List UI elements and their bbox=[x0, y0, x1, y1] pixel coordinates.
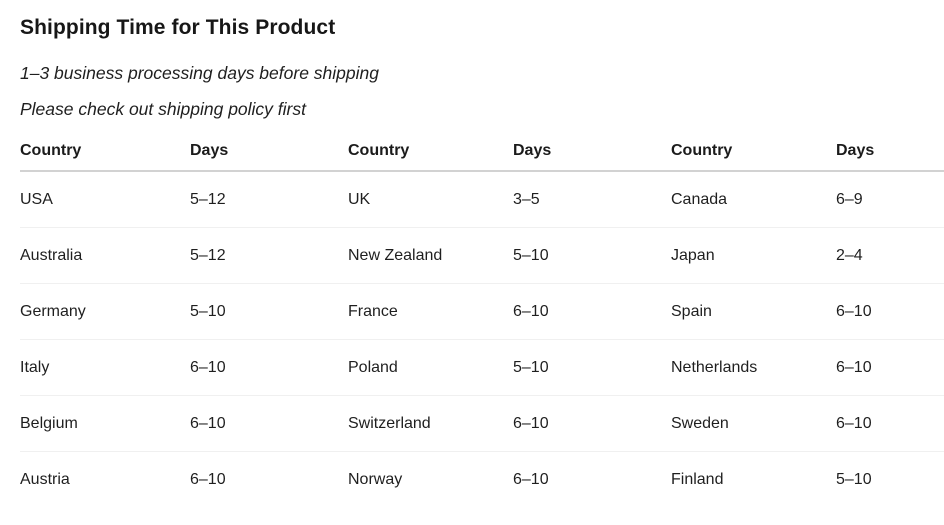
header-country-2: Country bbox=[348, 142, 410, 159]
days-cell: 5–12 bbox=[190, 190, 226, 208]
shipping-table-body: USA 5–12 UK 3–5 Canada 6–9 Australia 5–12 New Ze… bbox=[20, 172, 944, 508]
days-cell: 6–10 bbox=[513, 414, 549, 432]
country-cell: France bbox=[348, 302, 398, 320]
table-row: Australia 5–12 New Zealand 5–10 Japan 2–4 bbox=[20, 228, 944, 284]
country-cell: Finland bbox=[671, 471, 724, 488]
days-cell: 6–9 bbox=[836, 190, 863, 208]
country-cell: UK bbox=[348, 190, 371, 208]
table-row: Austria 6–10 Norway 6–10 Finland 5–10 bbox=[20, 452, 944, 508]
header-country-3: Country bbox=[671, 142, 733, 159]
days-cell: 5–10 bbox=[513, 246, 549, 264]
country-cell: Norway bbox=[348, 471, 403, 488]
days-cell: 6–10 bbox=[513, 302, 549, 320]
country-cell: Germany bbox=[20, 302, 86, 320]
days-cell: 6–10 bbox=[513, 471, 549, 488]
country-cell: Japan bbox=[671, 246, 715, 264]
table-row: USA 5–12 UK 3–5 Canada 6–9 bbox=[20, 172, 944, 228]
header-country-1: Country bbox=[20, 142, 82, 159]
header-days-2: Days bbox=[513, 142, 552, 159]
country-cell: Poland bbox=[348, 358, 398, 376]
table-row: Germany 5–10 France 6–10 Spain 6–10 bbox=[20, 284, 944, 340]
days-cell: 5–10 bbox=[836, 471, 872, 488]
days-cell: 6–10 bbox=[836, 302, 872, 320]
shipping-time-table: Country Days Country Days Country Days U… bbox=[20, 132, 944, 508]
country-cell: Sweden bbox=[671, 414, 729, 432]
country-cell: Canada bbox=[671, 190, 728, 208]
days-cell: 6–10 bbox=[836, 358, 872, 376]
days-cell: 5–12 bbox=[190, 246, 226, 264]
days-cell: 5–10 bbox=[513, 358, 549, 376]
table-row: Italy 6–10 Poland 5–10 Netherlands 6–10 bbox=[20, 340, 944, 396]
country-cell: New Zealand bbox=[348, 246, 443, 264]
days-cell: 3–5 bbox=[513, 190, 540, 208]
days-cell: 6–10 bbox=[836, 414, 872, 432]
country-cell: Italy bbox=[20, 358, 50, 376]
days-cell: 6–10 bbox=[190, 471, 226, 488]
header-days-3: Days bbox=[836, 142, 875, 159]
page-title: Shipping Time for This Product bbox=[20, 16, 336, 39]
country-cell: Switzerland bbox=[348, 414, 431, 432]
table-row: Belgium 6–10 Switzerland 6–10 Sweden 6–10 bbox=[20, 396, 944, 452]
country-cell: Netherlands bbox=[671, 358, 758, 376]
days-cell: 6–10 bbox=[190, 414, 226, 432]
table-header-row: Country Days Country Days Country Days bbox=[20, 132, 944, 172]
country-cell: USA bbox=[20, 190, 53, 208]
days-cell: 2–4 bbox=[836, 246, 863, 264]
processing-days-note: 1–3 business processing days before ship… bbox=[20, 63, 379, 83]
shipping-policy-note: Please check out shipping policy first bbox=[20, 99, 306, 119]
shipping-section: Shipping Time for This Product 1–3 busin… bbox=[20, 16, 944, 508]
days-cell: 6–10 bbox=[190, 358, 226, 376]
header-days-1: Days bbox=[190, 142, 229, 159]
country-cell: Australia bbox=[20, 246, 83, 264]
country-cell: Austria bbox=[20, 471, 70, 488]
country-cell: Spain bbox=[671, 302, 712, 320]
days-cell: 5–10 bbox=[190, 302, 226, 320]
country-cell: Belgium bbox=[20, 414, 78, 432]
